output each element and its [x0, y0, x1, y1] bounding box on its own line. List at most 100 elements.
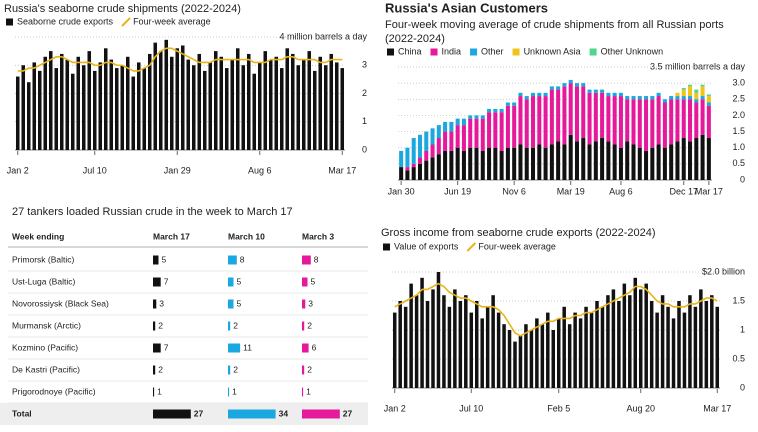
bar [274, 56, 279, 150]
bar-segment [424, 131, 429, 151]
y-tick-label: 2.5 [732, 94, 745, 104]
bar-segment [443, 131, 448, 151]
bar [230, 59, 235, 150]
table-value: 2 [233, 320, 238, 330]
bar-segment [600, 92, 605, 139]
bar [32, 62, 37, 150]
average-line [394, 282, 718, 337]
bar-segment [688, 141, 693, 180]
bar [43, 56, 48, 150]
bar-segment [531, 92, 536, 97]
bar-segment [662, 102, 667, 148]
x-tick-label: Jun 19 [444, 186, 471, 196]
bar-segment [681, 96, 686, 100]
bar-segment [612, 144, 617, 180]
bar [699, 289, 703, 388]
bar-segment [700, 134, 705, 180]
bar-segment [399, 167, 404, 180]
average-line [17, 47, 343, 72]
legend-label: Four-week average [133, 16, 211, 26]
row-label: Murmansk (Arctic) [12, 320, 81, 330]
bar [257, 62, 262, 150]
x-tick-label: Mar 17 [328, 165, 356, 175]
bar-segment [650, 96, 655, 100]
bar [153, 42, 158, 150]
bar-segment [430, 128, 435, 145]
bar-segment [700, 96, 705, 100]
bar-segment [625, 96, 630, 100]
bar-segment [531, 96, 536, 148]
bar-segment [443, 150, 448, 180]
bar [403, 306, 408, 388]
table-bar [228, 409, 276, 419]
bar-segment [524, 96, 529, 100]
x-tick-label: Jan 2 [7, 165, 29, 175]
bar [26, 82, 31, 150]
bar-segment [644, 99, 649, 151]
bar-segment [537, 92, 542, 97]
legend-swatch [512, 48, 520, 56]
bar-segment [644, 96, 649, 100]
bar-segment [574, 141, 579, 180]
y-tick-label: 3.0 [732, 78, 745, 88]
bar [164, 39, 169, 151]
bar-segment [587, 144, 592, 180]
bar [169, 56, 174, 150]
bar-segment [593, 89, 598, 93]
table-value: 34 [279, 408, 289, 418]
bar-segment [706, 94, 711, 97]
bar [628, 295, 632, 388]
table-bar [153, 321, 156, 331]
bar-segment [688, 96, 693, 100]
bar-segment [700, 84, 705, 87]
bar-segment [430, 157, 435, 180]
chart-title: Russia's Asian Customers [385, 0, 548, 15]
bar-segment [562, 144, 567, 180]
bar-segment [468, 118, 473, 148]
bar-segment [468, 115, 473, 119]
bar-segment [443, 121, 448, 132]
x-tick-label: Jan 30 [388, 186, 415, 196]
bar [573, 312, 577, 388]
legend-swatch [387, 48, 394, 56]
bar-segment [694, 138, 699, 180]
bar [158, 51, 163, 150]
y-tick-label: $2.0 billion [702, 266, 745, 276]
bar [98, 62, 103, 150]
bar [464, 295, 468, 388]
bar-segment [480, 118, 485, 151]
table-value: 3 [159, 298, 164, 308]
bar [671, 318, 676, 388]
table-value: 5 [237, 276, 242, 286]
y-tick-label: 0.5 [732, 158, 745, 168]
x-tick-label: Nov 6 [502, 186, 526, 196]
bar [290, 53, 295, 151]
bar-segment [455, 147, 460, 180]
x-tick-label: Mar 17 [695, 186, 723, 196]
bar [180, 45, 185, 150]
bar-segment [612, 92, 617, 97]
bar [425, 301, 430, 388]
x-tick-label: Aug 6 [248, 165, 272, 175]
bar [70, 73, 75, 150]
bar-segment [543, 92, 548, 97]
bar-segment [574, 83, 579, 87]
bar-segment [524, 147, 529, 180]
bar [562, 306, 566, 388]
bar [491, 295, 495, 388]
y-tick-label: 0.5 [732, 353, 745, 363]
bar-segment [650, 99, 655, 148]
bar-segment [449, 121, 454, 132]
bar [103, 48, 108, 150]
bar-segment [681, 87, 686, 90]
bar-segment [631, 99, 636, 145]
legend-label: China [398, 46, 422, 56]
bar [677, 301, 681, 388]
bar-segment [493, 147, 498, 180]
bar [48, 51, 53, 150]
y-tick-label: 0 [362, 144, 367, 154]
bar [617, 301, 621, 388]
bar-segment [694, 89, 699, 93]
bar [224, 68, 229, 150]
